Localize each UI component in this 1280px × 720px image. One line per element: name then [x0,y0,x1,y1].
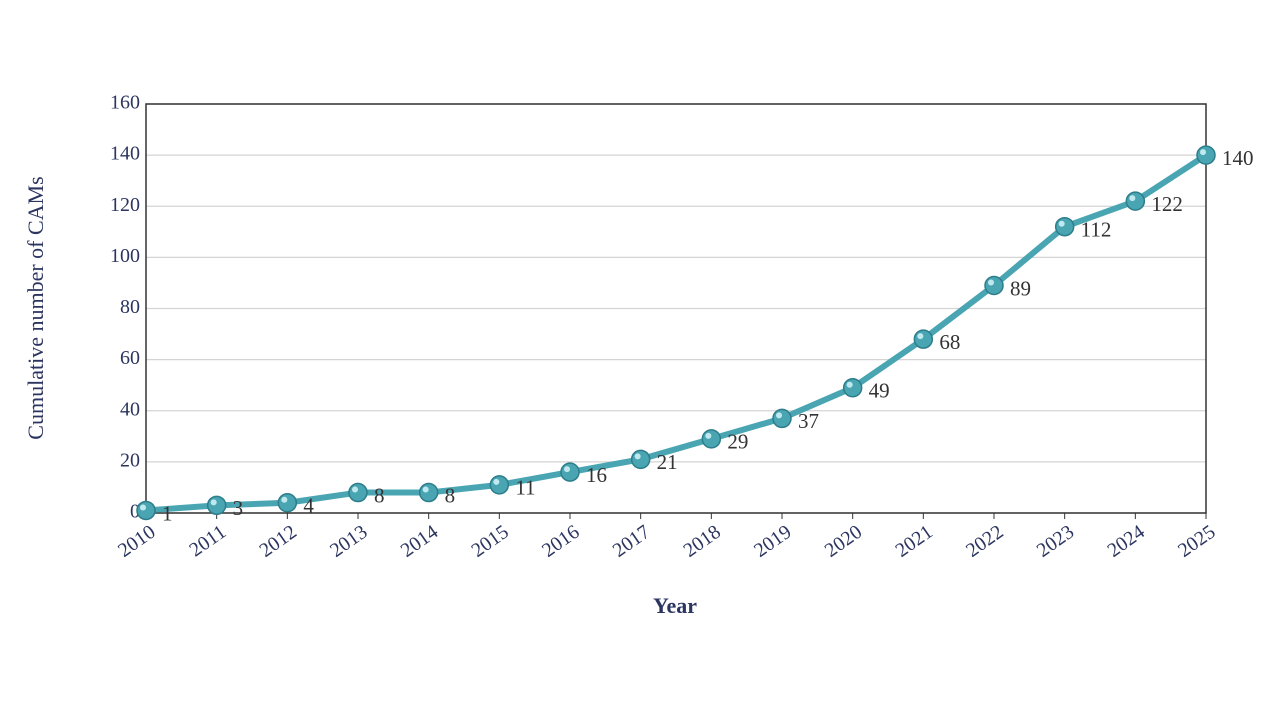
data-point [772,408,792,429]
data-point [1054,216,1075,237]
data-label: 3 [233,496,244,520]
point-highlight [210,499,217,506]
data-point [842,377,863,398]
y-axis-label: Cumulative number of CAMs [23,176,48,439]
point-highlight [846,381,853,388]
data-point [136,500,156,521]
y-tick-label: 40 [120,398,140,420]
data-point [206,495,227,516]
point-highlight [917,333,924,340]
data-point [630,449,651,470]
point-highlight [1129,195,1136,202]
data-label: 68 [939,330,960,354]
data-label: 89 [1010,276,1031,300]
y-tick-label: 120 [110,194,140,216]
data-label: 140 [1222,146,1254,170]
data-label: 16 [586,463,607,487]
y-tick-label: 0 [130,501,140,523]
point-highlight [352,486,358,493]
data-point [984,275,1004,296]
x-axis-label: Year [653,593,697,618]
point-highlight [140,504,146,511]
y-tick-label: 60 [120,347,140,369]
point-highlight [1200,149,1206,156]
data-point [348,482,368,503]
data-label: 1 [162,501,173,525]
data-label: 122 [1151,192,1183,216]
point-highlight [493,478,500,485]
data-point [560,462,580,482]
data-label: 8 [445,483,456,507]
data-point [489,475,510,495]
data-label: 29 [727,430,748,454]
point-highlight [776,412,782,419]
point-highlight [634,453,641,460]
data-point [418,482,439,503]
data-point [277,493,298,513]
y-tick-label: 160 [110,92,140,114]
y-tick-label: 20 [120,449,140,471]
data-label: 112 [1081,218,1112,242]
point-highlight [705,432,712,439]
point-highlight [988,279,994,286]
data-line [145,152,1208,514]
data-label: 4 [303,494,314,518]
point-highlight [422,486,429,493]
plot-frame [145,103,1207,514]
point-highlight [281,496,288,503]
data-label: 8 [374,483,385,507]
data-point [701,429,722,449]
data-label: 21 [657,450,678,474]
data-point [913,329,934,349]
y-tick-label: 140 [110,143,140,165]
y-tick-label: 80 [120,296,140,318]
data-label: 37 [798,409,819,433]
point-highlight [564,466,570,473]
data-point [1196,145,1216,165]
point-highlight [1058,220,1065,227]
data-point [1125,191,1146,211]
y-tick-label: 100 [110,245,140,267]
data-label: 11 [515,476,535,500]
data-label: 49 [869,379,890,403]
